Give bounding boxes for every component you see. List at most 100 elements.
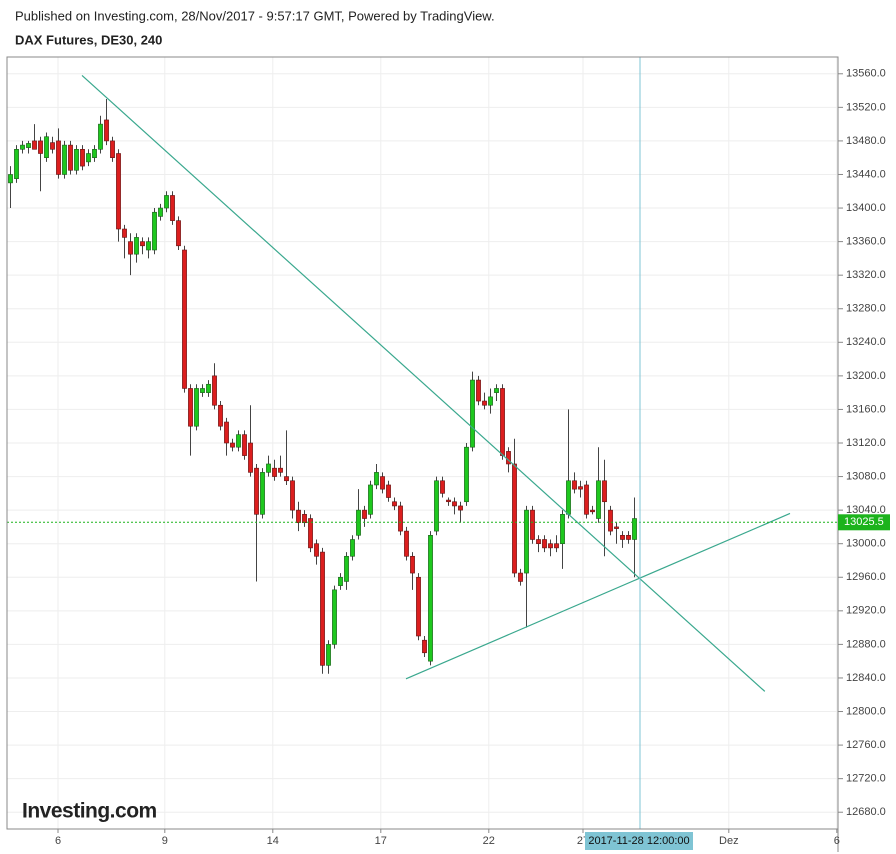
last-price-box — [838, 514, 890, 531]
candle-body — [566, 480, 571, 515]
candle-body — [542, 539, 547, 549]
y-tick-label: 12880.0 — [846, 638, 886, 650]
candle-body — [512, 463, 517, 574]
y-tick-label: 13520.0 — [846, 101, 886, 113]
y-tick-label: 13200.0 — [846, 370, 886, 382]
candle-body — [362, 509, 367, 519]
candle-body — [620, 535, 625, 540]
y-tick-label: 13480.0 — [846, 135, 886, 147]
candle-body — [236, 434, 241, 448]
candle-body — [68, 144, 73, 171]
candle-body — [224, 421, 229, 444]
candle-body — [476, 379, 481, 402]
candle-body — [482, 400, 487, 406]
candle-body — [272, 467, 277, 477]
candle-body — [404, 530, 409, 557]
candle-body — [386, 484, 391, 498]
x-tick-label: 22 — [483, 835, 495, 847]
x-tick-label: Dez — [719, 835, 739, 847]
symbol-title: DAX Futures, DE30, 240 — [15, 32, 162, 47]
y-tick-label: 13320.0 — [846, 269, 886, 281]
candle-body — [602, 480, 607, 503]
candle-body — [302, 514, 307, 524]
candle-body — [74, 149, 79, 171]
y-tick-label: 13040.0 — [846, 504, 886, 516]
candle-body — [170, 195, 175, 221]
x-tick-label: 6 — [55, 835, 61, 847]
candle-body — [254, 467, 259, 515]
candle-body — [164, 195, 169, 209]
candle-body — [518, 572, 523, 582]
y-tick-label: 13360.0 — [846, 236, 886, 248]
y-tick-label: 13560.0 — [846, 68, 886, 80]
candle-body — [596, 480, 601, 519]
candle-body — [86, 153, 91, 163]
candle-body — [212, 375, 217, 406]
candle-body — [500, 388, 505, 456]
candle-body — [314, 543, 319, 557]
candle-body — [572, 480, 577, 490]
candle-body — [446, 499, 451, 503]
y-tick-label: 12800.0 — [846, 705, 886, 717]
x-tick-label: 17 — [375, 835, 387, 847]
candle-body — [590, 509, 595, 513]
candle-body — [206, 383, 211, 393]
candle-body — [416, 576, 421, 637]
candle-body — [578, 486, 583, 490]
candle-body — [8, 174, 13, 184]
published-note: Published on Investing.com, 28/Nov/2017 … — [15, 8, 495, 23]
candle-body — [488, 396, 493, 406]
candle-body — [338, 576, 343, 586]
candle-body — [248, 442, 253, 473]
candle-body — [62, 144, 67, 175]
candle-body — [128, 241, 133, 255]
candle-body — [32, 140, 37, 150]
candle-body — [434, 480, 439, 532]
candle-body — [392, 501, 397, 507]
candle-body — [38, 140, 43, 154]
candle-body — [614, 526, 619, 529]
candle-body — [116, 153, 121, 230]
candle-body — [230, 442, 235, 448]
candle-body — [440, 480, 445, 494]
y-tick-label: 13120.0 — [846, 437, 886, 449]
candle-body — [92, 149, 97, 158]
y-tick-label: 12960.0 — [846, 571, 886, 583]
candle-body — [44, 136, 49, 158]
candle-body — [296, 509, 301, 524]
candle-body — [350, 539, 355, 557]
candle-body — [560, 514, 565, 544]
y-tick-label: 12760.0 — [846, 739, 886, 751]
candle-body — [452, 501, 457, 507]
candle-body — [548, 543, 553, 549]
candle-body — [218, 404, 223, 427]
candle-body — [632, 518, 637, 540]
candle-body — [98, 123, 103, 150]
candle-body — [80, 149, 85, 167]
candle-body — [608, 509, 613, 532]
candle-body — [146, 241, 151, 251]
candle-body — [266, 463, 271, 473]
trendline — [405, 512, 791, 680]
candle-body — [458, 505, 463, 511]
candle-body — [494, 388, 499, 393]
candle-body — [368, 484, 373, 515]
candle-body — [290, 480, 295, 511]
y-tick-label: 12680.0 — [846, 806, 886, 818]
trendline — [81, 75, 766, 692]
candle-body — [122, 228, 127, 238]
candle-body — [536, 539, 541, 544]
candle-body — [326, 644, 331, 666]
candle-body — [344, 555, 349, 582]
candle-body — [530, 509, 535, 540]
y-tick-label: 12920.0 — [846, 605, 886, 617]
last-price-label: 13025.5 — [844, 516, 884, 528]
logo: Investing.com — [22, 800, 157, 823]
candle-body — [158, 207, 163, 217]
crosshair-label: 2017-11-28 12:00:00 — [588, 835, 689, 847]
candle-body — [398, 505, 403, 532]
candle-body — [134, 237, 139, 255]
y-tick-label: 12720.0 — [846, 773, 886, 785]
candle-body — [188, 388, 193, 427]
